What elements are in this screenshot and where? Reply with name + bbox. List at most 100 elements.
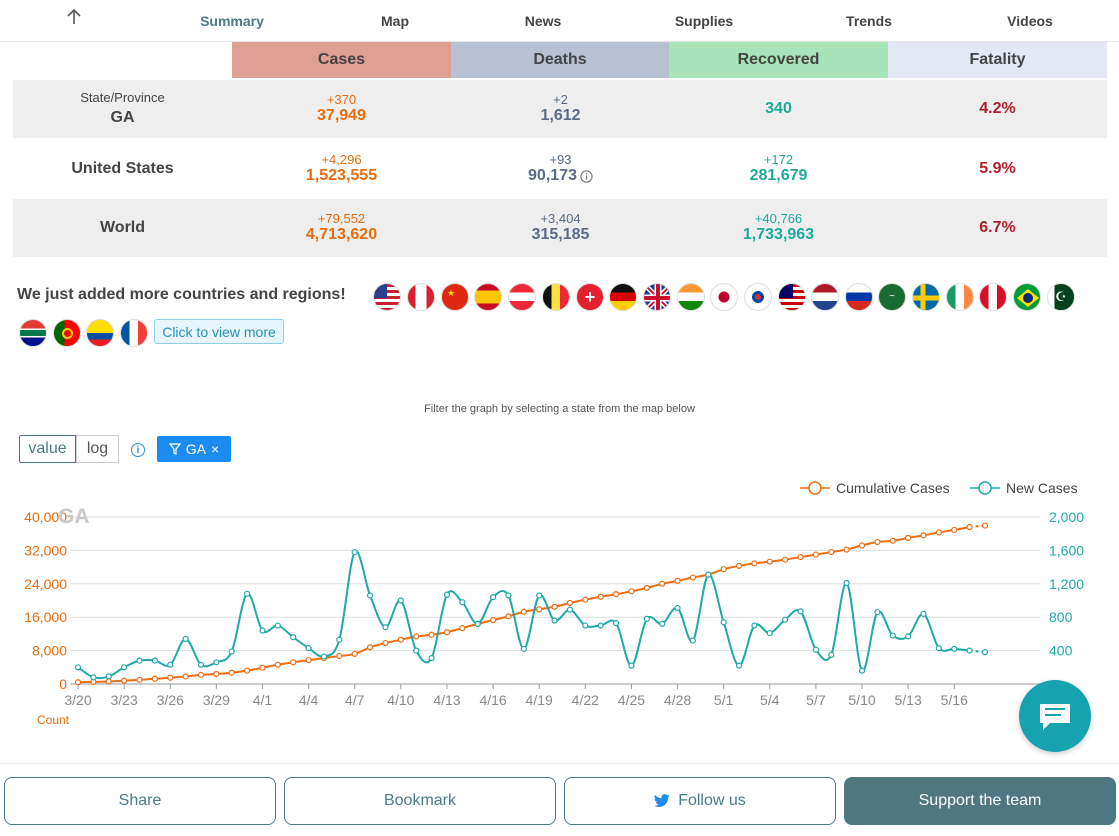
tab-map[interactable]: Map <box>381 13 409 29</box>
brazil-flag-icon[interactable] <box>1013 283 1041 311</box>
china-flag-icon[interactable]: ★ <box>441 283 469 311</box>
info-icon[interactable]: i <box>131 443 145 457</box>
x-tick-label: 3/26 <box>157 692 184 708</box>
sweden-flag-icon[interactable] <box>912 283 940 311</box>
data-point <box>582 622 589 629</box>
data-point <box>735 662 743 669</box>
uk-flag-icon[interactable] <box>643 283 671 311</box>
table-row[interactable]: United States +4,296 1,523,555 +93 90,17… <box>13 140 1107 198</box>
data-point <box>874 609 881 616</box>
spain-flag-icon[interactable] <box>474 283 502 311</box>
data-point <box>443 591 451 598</box>
data-point <box>797 608 804 615</box>
data-point <box>843 546 850 553</box>
row-label: United States <box>71 160 174 178</box>
recovered-value: 340 <box>765 100 792 118</box>
data-point <box>766 629 773 637</box>
ecuador-flag-icon[interactable] <box>86 319 114 347</box>
x-tick-label: 3/29 <box>203 692 230 708</box>
switzerland-flag-icon[interactable]: + <box>576 283 604 311</box>
header-deaths[interactable]: Deaths <box>451 42 669 78</box>
portugal-flag-icon[interactable] <box>53 319 81 347</box>
data-point <box>951 526 958 534</box>
tab-supplies[interactable]: Supplies <box>674 13 734 29</box>
pakistan-flag-icon[interactable]: ☪ <box>1047 283 1075 311</box>
recovered-value: 281,679 <box>749 167 808 185</box>
table-row[interactable]: State/Province GA +370 37,949 +2 1,612 3… <box>13 80 1107 138</box>
share-button[interactable]: Share <box>4 777 276 825</box>
data-point <box>382 624 389 631</box>
south-africa-flag-icon[interactable] <box>19 319 47 347</box>
follow-button[interactable]: Follow us <box>564 777 836 825</box>
france-flag-icon[interactable] <box>120 319 148 347</box>
netherlands-flag-icon[interactable] <box>811 283 839 311</box>
data-point <box>197 661 205 668</box>
canada-flag-icon[interactable] <box>407 283 435 311</box>
data-point <box>520 608 527 615</box>
data-point <box>366 592 374 599</box>
table-row[interactable]: World +79,552 4,713,620 +3,404 315,185 +… <box>13 199 1107 257</box>
cases-delta: +370 <box>326 92 357 108</box>
data-point <box>905 534 912 541</box>
data-point <box>213 670 220 678</box>
data-point <box>981 522 989 529</box>
bookmark-button[interactable]: Bookmark <box>284 777 556 825</box>
malaysia-flag-icon[interactable] <box>778 283 806 311</box>
tab-summary[interactable]: Summary <box>200 13 264 29</box>
ireland-flag-icon[interactable] <box>946 283 974 311</box>
row-label-small: State/Province <box>80 90 165 106</box>
bottom-bar: Share Bookmark Follow us Support the tea… <box>0 763 1119 836</box>
state-filter-tag[interactable]: GA × <box>157 436 231 462</box>
recovered-delta: +40,766 <box>754 211 803 227</box>
x-tick-label: 4/7 <box>345 692 365 708</box>
data-point <box>874 538 881 546</box>
india-flag-icon[interactable] <box>677 283 705 311</box>
y-axis-label: Count <box>37 713 70 727</box>
deaths-delta: +3,404 <box>540 211 581 227</box>
x-tick-label: 4/1 <box>253 692 273 708</box>
data-point <box>966 523 973 531</box>
log-scale-button[interactable]: log <box>76 435 119 463</box>
germany-flag-icon[interactable] <box>609 283 637 311</box>
chart-watermark: GA <box>58 505 90 528</box>
y-right-tick-label: 1,600 <box>1049 542 1084 558</box>
arrow-up-icon[interactable] <box>66 8 82 31</box>
us-flag-icon[interactable] <box>373 283 401 311</box>
data-point <box>213 659 220 666</box>
info-icon[interactable] <box>580 170 593 183</box>
support-button[interactable]: Support the team <box>844 777 1116 825</box>
header-fatality[interactable]: Fatality <box>888 42 1107 78</box>
data-point <box>643 584 650 592</box>
austria-flag-icon[interactable] <box>508 283 536 311</box>
view-more-button[interactable]: Click to view more <box>154 319 284 344</box>
south-korea-flag-icon[interactable] <box>744 283 772 311</box>
data-point <box>597 593 604 600</box>
y-right-tick-label: 2,000 <box>1049 509 1084 525</box>
close-icon[interactable]: × <box>211 441 220 457</box>
chat-button[interactable] <box>1019 680 1091 752</box>
japan-flag-icon[interactable] <box>710 283 738 311</box>
russia-flag-icon[interactable] <box>845 283 873 311</box>
tab-trends[interactable]: Trends <box>846 13 892 29</box>
tab-videos[interactable]: Videos <box>1007 13 1053 29</box>
data-point <box>536 592 543 599</box>
belgium-flag-icon[interactable] <box>542 283 570 311</box>
data-point <box>136 676 143 683</box>
cases-chart[interactable]: 0 8,000 16,000 24,000 32,000 40,000 400 800 1,20… <box>0 470 1119 740</box>
tab-news[interactable]: News <box>524 13 562 29</box>
header-cases[interactable]: Cases <box>232 42 451 78</box>
peru-flag-icon[interactable] <box>979 283 1007 311</box>
saudi-arabia-flag-icon[interactable]: ~ <box>878 283 906 311</box>
data-point <box>366 644 374 651</box>
data-point <box>920 610 927 617</box>
x-tick-label: 3/20 <box>64 692 91 708</box>
legend-marker <box>808 481 822 495</box>
data-point <box>843 579 850 587</box>
data-point <box>981 649 989 656</box>
data-point <box>628 588 635 595</box>
header-recovered[interactable]: Recovered <box>669 42 888 78</box>
x-tick-label: 5/7 <box>806 692 826 708</box>
data-point <box>167 674 174 681</box>
data-point <box>489 617 497 624</box>
value-scale-button[interactable]: value <box>19 435 76 463</box>
